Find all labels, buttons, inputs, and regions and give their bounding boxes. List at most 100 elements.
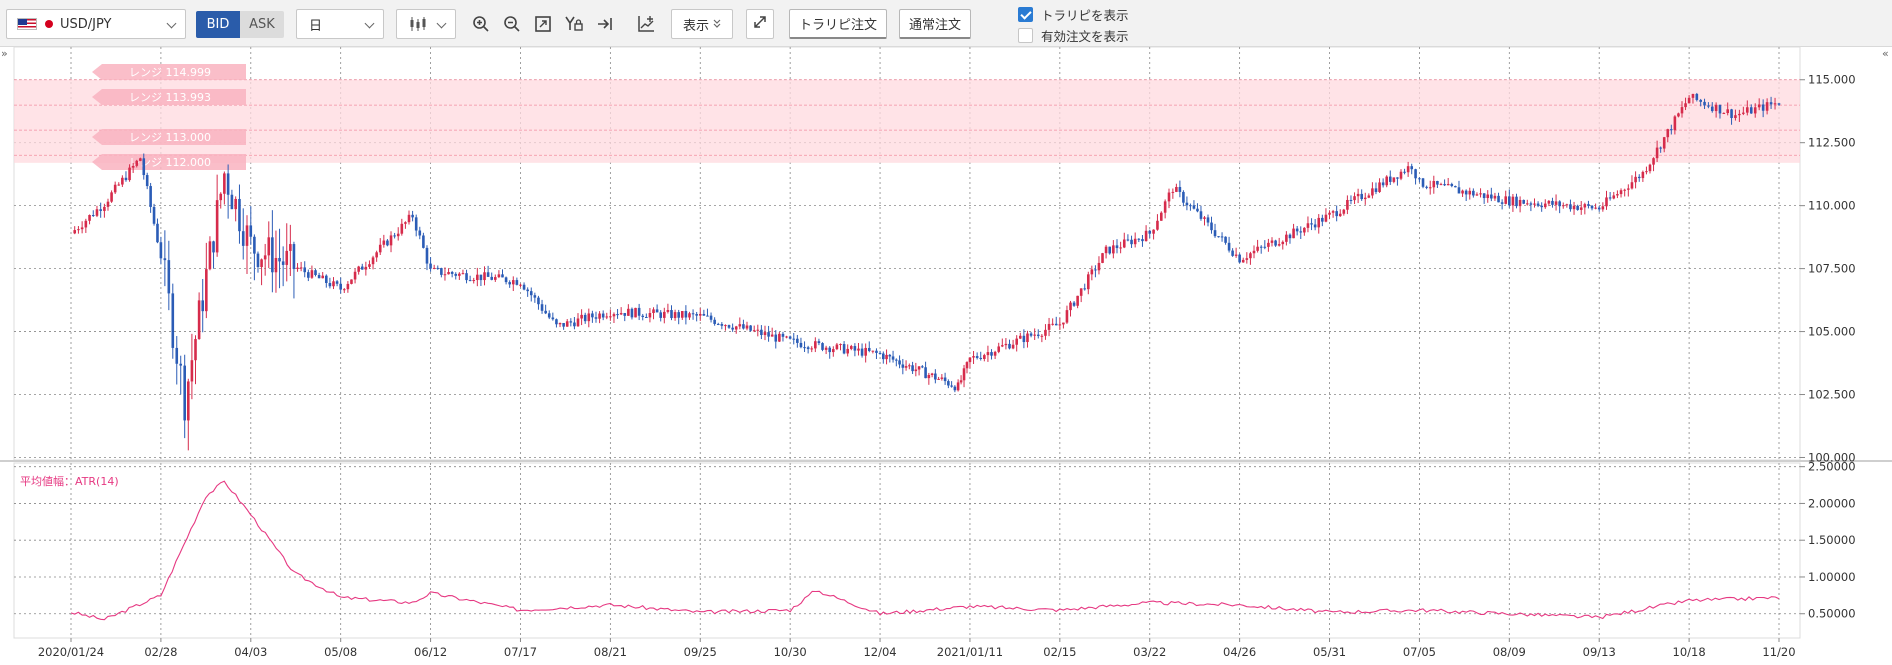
- show-active-orders-option[interactable]: 有効注文を表示: [1018, 26, 1129, 45]
- candle-body: [1137, 238, 1141, 240]
- candle-body: [483, 272, 486, 281]
- candle-body: [924, 367, 927, 379]
- show-active-orders-checkbox[interactable]: [1018, 28, 1033, 43]
- zoom-in-icon[interactable]: [469, 12, 493, 36]
- date-tick-label: 12/04: [863, 645, 896, 659]
- candle-body: [529, 291, 533, 296]
- candle-body: [975, 356, 979, 358]
- candle-body: [1094, 269, 1097, 271]
- candle-body: [1522, 199, 1525, 204]
- candle-body: [598, 313, 601, 319]
- candle-body: [332, 281, 335, 287]
- candle-body: [1432, 180, 1436, 188]
- candle-body: [594, 317, 598, 319]
- candle-body: [842, 344, 846, 354]
- date-tick-label: 2020/01/24: [38, 645, 104, 659]
- trapi-order-button[interactable]: トラリピ注文: [789, 9, 888, 39]
- trapi-range-tag[interactable]: [92, 154, 246, 170]
- bid-button[interactable]: BID: [196, 11, 240, 38]
- candle-body: [1349, 199, 1353, 201]
- candle-body: [223, 173, 226, 194]
- candle-body: [1565, 204, 1569, 206]
- collapse-left-icon[interactable]: »: [1, 47, 8, 60]
- expand-button[interactable]: [746, 9, 774, 39]
- candle-body: [867, 347, 871, 351]
- candle-body: [1175, 186, 1178, 192]
- candle-body: [238, 198, 241, 232]
- trapi-range-tag[interactable]: [92, 129, 246, 145]
- candle-body: [962, 368, 966, 381]
- y-axis-lock-icon[interactable]: [562, 12, 586, 36]
- candle-body: [799, 342, 803, 348]
- candle-body: [1317, 217, 1321, 228]
- scroll-to-latest-icon[interactable]: [593, 12, 617, 36]
- ask-button[interactable]: ASK: [240, 11, 284, 38]
- candle-body: [1468, 190, 1472, 195]
- candle-body: [1083, 288, 1087, 290]
- candle-body: [1196, 208, 1199, 212]
- collapse-right-icon[interactable]: «: [1882, 47, 1889, 60]
- candle-body: [429, 263, 432, 269]
- candle-body: [328, 283, 332, 287]
- trapi-range-band[interactable]: [14, 79, 1800, 106]
- date-tick-label: 04/26: [1223, 645, 1256, 659]
- candle-body: [515, 280, 519, 285]
- candle-body: [1144, 230, 1148, 242]
- candle-body: [1439, 184, 1443, 186]
- chart-type-select[interactable]: [396, 9, 456, 39]
- candle-body: [99, 209, 102, 211]
- candle-body: [580, 314, 583, 319]
- candle-body: [1086, 274, 1090, 290]
- normal-order-button[interactable]: 通常注文: [899, 9, 972, 39]
- candle-body: [904, 366, 908, 368]
- candle-body: [1363, 197, 1367, 200]
- candle-body: [1335, 211, 1338, 217]
- candle-body: [630, 308, 634, 318]
- candle-body: [175, 347, 179, 364]
- show-trapi-option[interactable]: トラリピを表示: [1018, 5, 1129, 24]
- display-menu-button[interactable]: 表示: [671, 9, 733, 39]
- candle-body: [986, 352, 990, 356]
- candle-body: [770, 334, 774, 337]
- candle-body: [1677, 113, 1680, 117]
- candle-body: [1008, 343, 1011, 349]
- candle-body: [882, 353, 885, 360]
- add-indicator-icon[interactable]: [634, 12, 658, 36]
- candle-body: [1259, 246, 1263, 248]
- candle-body: [911, 365, 914, 372]
- candle-body: [1511, 196, 1515, 206]
- price-tick-label: 107.500: [1808, 262, 1856, 276]
- candle-body: [73, 230, 77, 234]
- show-trapi-checkbox[interactable]: [1018, 7, 1033, 22]
- candle-body: [77, 229, 80, 231]
- candle-body: [422, 235, 425, 248]
- candle-body: [1054, 323, 1058, 326]
- candle-body: [1130, 239, 1133, 245]
- candle-body: [128, 167, 131, 181]
- candle-body: [720, 324, 724, 326]
- symbol-select[interactable]: USD/JPY: [6, 9, 186, 39]
- candle-body: [519, 284, 522, 286]
- candle-body: [540, 304, 544, 311]
- candle-body: [1551, 200, 1554, 205]
- candle-body: [934, 373, 937, 380]
- trapi-range-tag[interactable]: [92, 64, 246, 80]
- fit-screen-icon[interactable]: [531, 12, 555, 36]
- candle-body: [511, 280, 515, 285]
- candle-body: [968, 357, 972, 363]
- candle-body: [526, 289, 529, 292]
- candle-body: [956, 382, 960, 391]
- period-select[interactable]: 日: [296, 9, 384, 39]
- candle-body: [1601, 206, 1605, 210]
- candle-body: [1627, 188, 1630, 190]
- zoom-out-icon[interactable]: [500, 12, 524, 36]
- candle-body: [835, 344, 839, 350]
- trapi-range-band[interactable]: [14, 155, 1800, 163]
- trapi-range-tag[interactable]: [92, 89, 246, 105]
- candle-body: [425, 247, 429, 264]
- trapi-range-band[interactable]: [14, 130, 1800, 156]
- candle-body: [285, 250, 289, 265]
- candle-body: [1356, 193, 1360, 197]
- trapi-range-band[interactable]: [14, 105, 1800, 131]
